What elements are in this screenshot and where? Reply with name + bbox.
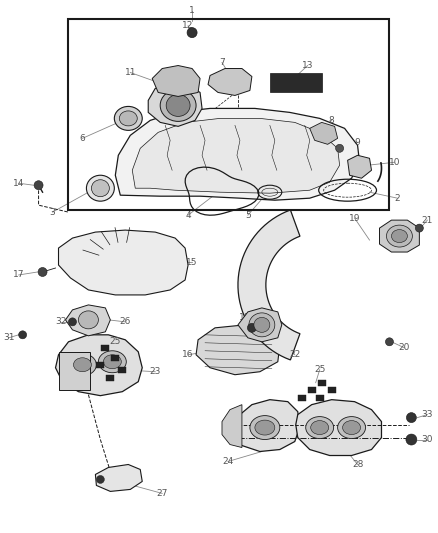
Text: 9: 9	[355, 138, 360, 147]
Polygon shape	[132, 118, 339, 193]
Text: 26: 26	[120, 317, 131, 326]
Circle shape	[415, 224, 424, 232]
Text: 11: 11	[124, 68, 136, 77]
Circle shape	[406, 434, 417, 445]
Ellipse shape	[386, 225, 413, 247]
Text: 18: 18	[239, 313, 251, 322]
Polygon shape	[95, 464, 142, 491]
Ellipse shape	[92, 180, 110, 197]
Text: 8: 8	[329, 116, 335, 125]
Text: 32: 32	[55, 317, 66, 326]
Text: 6: 6	[80, 134, 85, 143]
Ellipse shape	[311, 421, 328, 434]
Polygon shape	[328, 386, 336, 393]
Text: 17: 17	[13, 270, 25, 279]
Text: 4: 4	[185, 211, 191, 220]
Circle shape	[34, 181, 43, 190]
Polygon shape	[56, 335, 142, 395]
Polygon shape	[208, 69, 252, 95]
Polygon shape	[66, 305, 110, 336]
Text: 25: 25	[314, 365, 325, 374]
Text: 28: 28	[352, 460, 363, 469]
Polygon shape	[152, 66, 200, 96]
Circle shape	[19, 331, 27, 339]
Ellipse shape	[74, 358, 92, 372]
Polygon shape	[298, 394, 306, 401]
Circle shape	[187, 28, 197, 38]
Ellipse shape	[114, 107, 142, 131]
Text: 27: 27	[156, 489, 168, 498]
Text: 30: 30	[422, 435, 433, 444]
Circle shape	[336, 144, 343, 152]
Text: 31: 31	[3, 333, 14, 342]
Polygon shape	[115, 108, 360, 200]
Polygon shape	[148, 83, 202, 126]
Circle shape	[96, 475, 104, 483]
Polygon shape	[96, 362, 104, 368]
Ellipse shape	[250, 416, 280, 440]
Text: 12: 12	[182, 21, 194, 30]
Polygon shape	[379, 220, 419, 252]
Ellipse shape	[392, 230, 407, 243]
Text: 13: 13	[302, 61, 314, 70]
Polygon shape	[316, 394, 324, 401]
Text: 3: 3	[49, 208, 55, 216]
Polygon shape	[118, 367, 126, 373]
Ellipse shape	[249, 313, 275, 337]
Text: 1: 1	[189, 6, 195, 15]
Ellipse shape	[343, 421, 360, 434]
Ellipse shape	[254, 317, 270, 333]
Polygon shape	[222, 405, 242, 448]
Polygon shape	[196, 325, 280, 375]
Text: 2: 2	[395, 193, 400, 203]
Ellipse shape	[103, 355, 121, 369]
Text: 24: 24	[223, 457, 233, 466]
Circle shape	[68, 318, 77, 326]
Polygon shape	[318, 379, 326, 386]
Ellipse shape	[78, 311, 99, 329]
Text: 25: 25	[110, 337, 121, 346]
Text: 7: 7	[219, 58, 225, 67]
Text: 16: 16	[182, 350, 194, 359]
Polygon shape	[101, 345, 110, 351]
Circle shape	[406, 413, 417, 423]
Circle shape	[385, 338, 393, 346]
Text: 14: 14	[13, 179, 25, 188]
Polygon shape	[296, 400, 381, 456]
Bar	[68, 19, 389, 210]
Polygon shape	[111, 355, 119, 361]
Text: 10: 10	[389, 158, 400, 167]
Text: 21: 21	[422, 216, 433, 224]
Text: 22: 22	[289, 350, 300, 359]
Polygon shape	[310, 123, 338, 144]
Ellipse shape	[68, 354, 96, 376]
Polygon shape	[232, 400, 300, 451]
Polygon shape	[308, 386, 316, 393]
Polygon shape	[59, 230, 188, 295]
Ellipse shape	[255, 420, 275, 435]
Ellipse shape	[119, 111, 137, 126]
Polygon shape	[238, 308, 282, 342]
Text: 20: 20	[399, 343, 410, 352]
Text: 19: 19	[349, 214, 360, 223]
Text: 23: 23	[149, 367, 161, 376]
Ellipse shape	[306, 417, 334, 439]
Polygon shape	[106, 375, 114, 381]
Bar	[59, 352, 90, 390]
Ellipse shape	[86, 175, 114, 201]
FancyBboxPatch shape	[270, 72, 321, 92]
Circle shape	[247, 324, 256, 333]
Text: 5: 5	[245, 211, 251, 220]
Polygon shape	[348, 155, 371, 178]
Text: 15: 15	[186, 257, 198, 266]
Polygon shape	[238, 210, 300, 360]
Text: 33: 33	[422, 410, 433, 419]
Ellipse shape	[99, 351, 126, 373]
Circle shape	[38, 268, 47, 277]
Ellipse shape	[166, 94, 190, 116]
Ellipse shape	[338, 417, 366, 439]
Ellipse shape	[160, 90, 196, 122]
